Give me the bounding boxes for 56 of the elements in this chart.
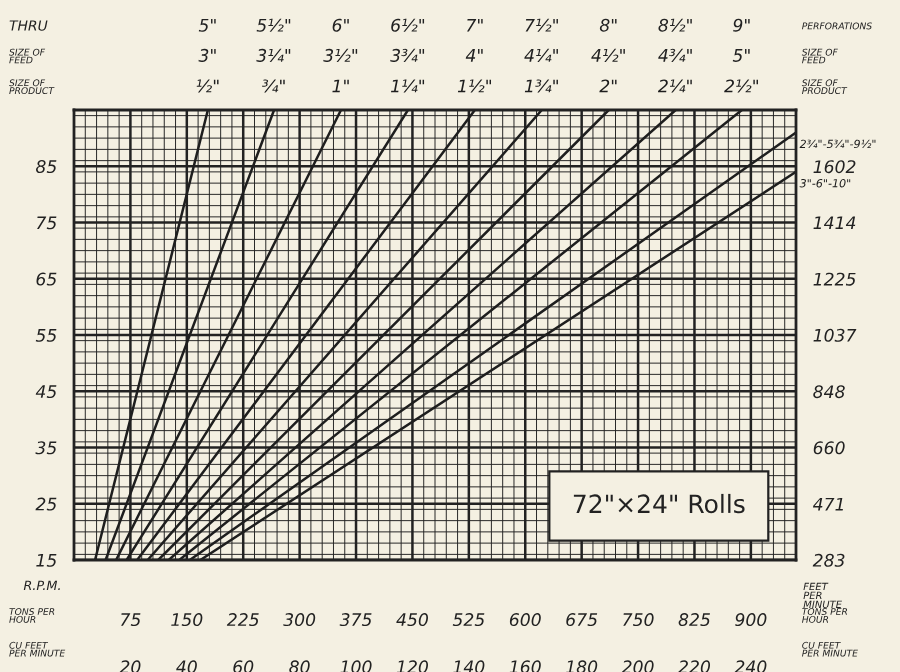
y-tick-label: 85 xyxy=(35,160,57,174)
y2-tick-label: 1414 xyxy=(813,216,856,230)
text: 7" xyxy=(467,18,483,32)
text: 3" xyxy=(198,48,216,62)
text: 3¾" xyxy=(390,48,425,62)
text: 8½" xyxy=(658,18,692,32)
text: 3½" xyxy=(323,48,358,62)
y-tick-label: 75 xyxy=(37,216,57,230)
text: 7½" xyxy=(525,18,558,32)
x-tick-label: 450 xyxy=(396,613,429,627)
text: 72"×24" Rolls xyxy=(573,493,745,514)
x-tick-label: 150 xyxy=(171,613,203,627)
x-tick-label: 225 xyxy=(226,613,259,627)
x-tick-label: 825 xyxy=(678,613,710,627)
y2-tick-label: 660 xyxy=(813,441,845,455)
x-tick-label: 600 xyxy=(509,613,541,627)
text: 4" xyxy=(465,49,483,62)
y-tick-label: 45 xyxy=(35,385,57,399)
series-label: 2½" xyxy=(724,79,758,93)
text: 3¼" xyxy=(256,48,291,62)
y2-tick-label: 1225 xyxy=(813,272,856,286)
text: 5" xyxy=(732,49,750,62)
x-tick-label: 75 xyxy=(121,613,141,627)
text: 9" xyxy=(733,18,750,32)
y2-tick-label: 1602 xyxy=(813,160,856,174)
y-tick-label: 35 xyxy=(35,441,57,455)
x-tick-label: 675 xyxy=(566,613,598,627)
y2-tick-label: 848 xyxy=(813,385,845,399)
text: 5" xyxy=(198,18,216,32)
series-label: 1" xyxy=(332,79,349,93)
series-label: 1¾" xyxy=(524,79,558,93)
text: 4½" xyxy=(591,48,625,62)
series-label: 2" xyxy=(599,79,617,93)
x-tick-label: 525 xyxy=(452,613,485,627)
y-tick-label: 55 xyxy=(35,328,57,342)
series-label: 2¼" xyxy=(657,79,692,93)
y2-tick-label: 471 xyxy=(812,497,843,511)
text: 6½" xyxy=(391,18,425,32)
y-tick-label: 15 xyxy=(36,553,57,567)
x-tick-label: 300 xyxy=(283,613,316,627)
y-tick-label: 65 xyxy=(36,272,57,286)
x-tick-label: 375 xyxy=(339,613,372,627)
y2-tick-label: 283 xyxy=(812,553,845,567)
series-label: ¾" xyxy=(262,79,285,93)
text: 4¾" xyxy=(658,48,692,62)
text: 6" xyxy=(332,18,349,32)
text: 4¼" xyxy=(524,48,558,62)
x-tick-label: 900 xyxy=(735,613,767,627)
y2-tick-label: 1037 xyxy=(813,328,857,342)
series-label: ½" xyxy=(196,79,219,93)
series-label: 1½" xyxy=(457,79,491,93)
x-tick-label: 750 xyxy=(623,613,654,627)
text: 8" xyxy=(599,18,617,32)
series-label: 1¼" xyxy=(390,79,425,93)
y-tick-label: 25 xyxy=(35,497,57,511)
text: 5½" xyxy=(256,18,291,32)
